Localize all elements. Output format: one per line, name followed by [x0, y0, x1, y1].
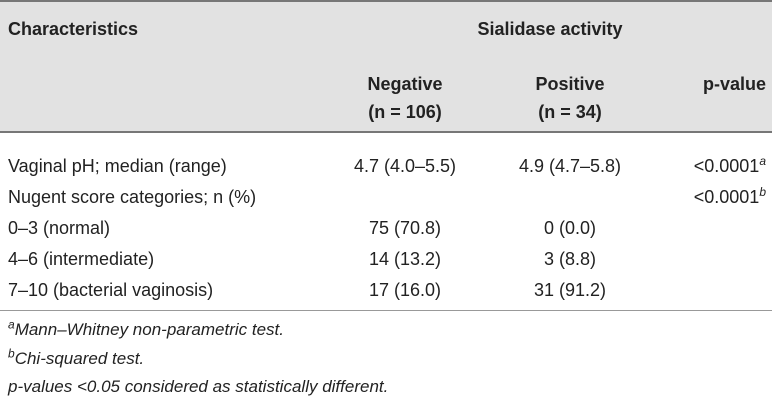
- header-pvalue: p-value: [702, 74, 766, 94]
- pvalue-footnote-mark: b: [759, 185, 766, 199]
- header-positive-n: (n = 34): [538, 102, 602, 122]
- header-rule: [0, 131, 772, 133]
- footnote: aMann–Whitney non-parametric test.: [8, 317, 284, 339]
- pvalue-footnote-mark: a: [759, 154, 766, 168]
- row-label: Vaginal pH; median (range): [8, 156, 227, 176]
- header-characteristics: Characteristics: [8, 19, 139, 39]
- row-negative: 75 (70.8): [368, 218, 442, 238]
- header-sialidase-activity: Sialidase activity: [477, 19, 623, 39]
- row-pvalue: <0.0001a: [693, 154, 766, 176]
- header-negative-n: (n = 106): [368, 102, 442, 122]
- header-negative: Negative: [367, 74, 443, 94]
- row-label: 7–10 (bacterial vaginosis): [8, 280, 214, 300]
- footnote: p-values <0.05 considered as statistical…: [8, 377, 389, 396]
- footnote: bChi-squared test.: [8, 346, 145, 368]
- row-label: 4–6 (intermediate): [8, 249, 155, 269]
- row-negative: 17 (16.0): [368, 280, 442, 300]
- row-label: 0–3 (normal): [8, 218, 111, 238]
- table-header: [0, 0, 772, 133]
- row-positive: 4.9 (4.7–5.8): [518, 156, 622, 176]
- row-positive: 31 (91.2): [533, 280, 607, 300]
- row-positive: 3 (8.8): [543, 249, 597, 269]
- bottom-rule: [0, 310, 772, 311]
- row-label: Nugent score categories; n (%): [8, 187, 257, 207]
- row-negative: 4.7 (4.0–5.5): [353, 156, 457, 176]
- header-positive: Positive: [535, 74, 605, 94]
- row-pvalue: <0.0001b: [693, 185, 766, 207]
- row-negative: 14 (13.2): [368, 249, 442, 269]
- row-positive: 0 (0.0): [543, 218, 597, 238]
- top-rule: [0, 0, 772, 2]
